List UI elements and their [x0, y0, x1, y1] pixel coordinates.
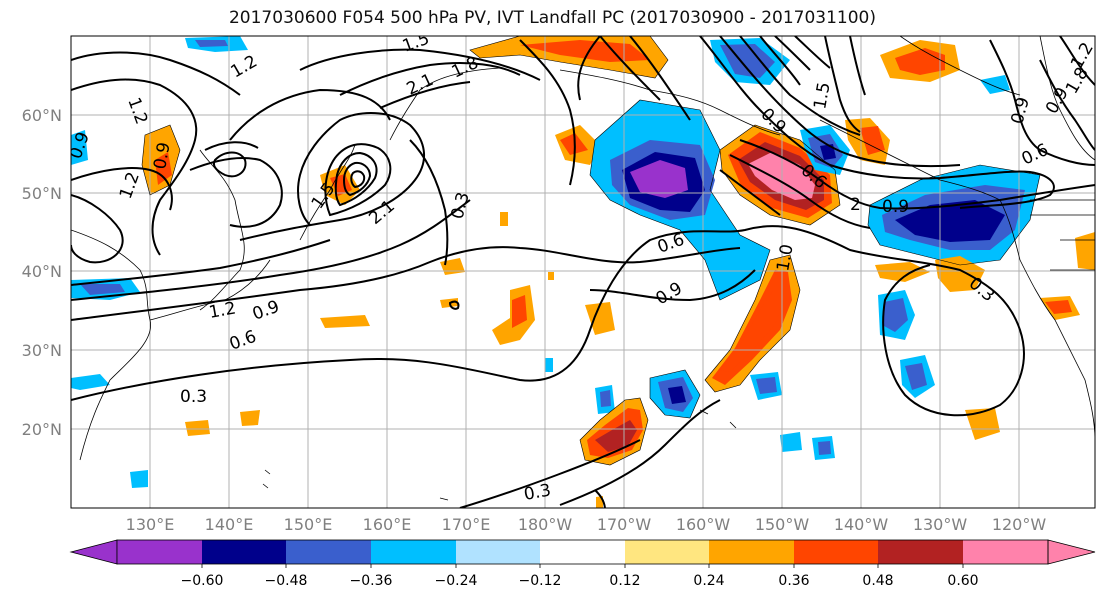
colorbar-segment: [456, 540, 540, 564]
colorbar-segment: [371, 540, 456, 564]
map-title: 2017030600 F054 500 hPa PV, IVT Landfall…: [228, 8, 876, 28]
lon-label: 130°W: [913, 515, 968, 534]
colorbar-tick-label: −0.48: [265, 573, 308, 589]
lon-label: 130°E: [126, 515, 175, 534]
lat-label: 50°N: [22, 184, 62, 203]
colorbar-tick-label: −0.24: [435, 573, 478, 589]
lon-label: 150°E: [284, 515, 333, 534]
lon-axis: 130°E 140°E 150°E 160°E 170°E 180°W 170°…: [126, 515, 1047, 534]
map-frame: [70, 35, 1096, 509]
colorbar-tick-label: −0.12: [519, 573, 562, 589]
contour-label: 1.0: [773, 243, 797, 273]
lat-label: 40°N: [22, 262, 62, 281]
contour-label: 2: [850, 195, 861, 215]
colorbar-segment: [117, 540, 202, 564]
colorbar-segment: [540, 540, 625, 564]
colorbar-segment: [286, 540, 371, 564]
colorbar-segment: [878, 540, 963, 564]
shading-outlines: [141, 36, 1041, 466]
coastlines: [71, 36, 1095, 501]
pv-contours: [71, 36, 1095, 508]
lat-axis: 60°N 50°N 40°N 30°N 20°N: [22, 106, 62, 439]
contour-label: 0.9: [882, 197, 909, 217]
colorbar: −0.60 −0.48 −0.36 −0.24 −0.12 0.12 0.24 …: [69, 539, 1096, 589]
lat-label: 60°N: [22, 106, 62, 125]
lon-label: 140°W: [834, 515, 889, 534]
lat-label: 30°N: [22, 341, 62, 360]
lon-label: 140°E: [205, 515, 254, 534]
lon-label: 150°W: [755, 515, 810, 534]
colorbar-tick-label: 0.24: [693, 573, 724, 589]
colorbar-tick-label: 0.48: [862, 573, 893, 589]
pv-shading-layer: [71, 36, 1095, 508]
contour-label: 1.2: [207, 299, 237, 323]
colorbar-tick-label: −0.36: [350, 573, 393, 589]
colorbar-segment: [794, 540, 878, 564]
colorbar-tick-label: 0.12: [609, 573, 640, 589]
lon-label: 170°E: [442, 515, 491, 534]
colorbar-tick-label: 0.60: [947, 573, 978, 589]
lon-label: 160°E: [363, 515, 412, 534]
colorbar-segment: [625, 540, 709, 564]
contour-label: 1.5: [810, 81, 834, 111]
lon-label: 120°W: [992, 515, 1047, 534]
colorbar-extend-min: [69, 539, 118, 565]
lon-label: 170°W: [597, 515, 652, 534]
colorbar-extend-max: [1047, 539, 1096, 565]
colorbar-tick-label: −0.60: [181, 573, 224, 589]
contour-label: 0.3: [522, 481, 552, 505]
lon-label: 160°W: [676, 515, 731, 534]
colorbar-tick-label: 0.36: [778, 573, 809, 589]
map-panel: 1.2 0.9 0.9 1.5 2.1 1.8 1.5 0.9 1.5 2.1 …: [71, 36, 1095, 508]
colorbar-segment: [963, 540, 1048, 564]
contour-label: 0.9: [150, 141, 174, 171]
contour-label: 0.3: [180, 387, 207, 407]
lon-label: 180°W: [518, 515, 573, 534]
lat-label: 20°N: [22, 420, 62, 439]
colorbar-segment: [709, 540, 794, 564]
colorbar-segment: [202, 540, 286, 564]
